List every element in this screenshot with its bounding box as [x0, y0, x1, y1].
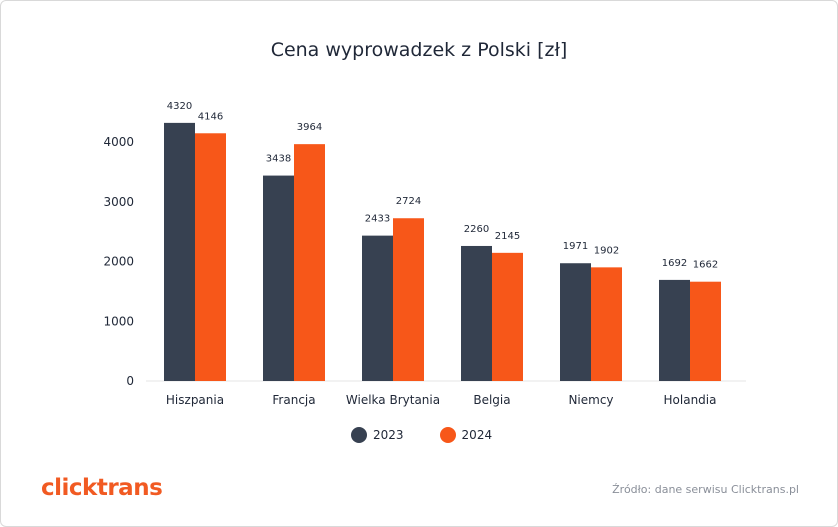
data-label-2023: 2260 [464, 224, 489, 235]
bar-2024 [294, 144, 325, 381]
x-tick-label: Wielka Brytania [346, 393, 440, 407]
source-note: Źródło: dane serwisu Clicktrans.pl [612, 483, 799, 496]
bar-2023 [560, 263, 591, 381]
x-tick-label: Niemcy [568, 393, 613, 407]
y-tick-label: 3000 [103, 195, 134, 209]
data-label-2024: 2145 [495, 231, 520, 242]
data-label-2024: 1662 [693, 260, 718, 271]
bar-2024 [195, 133, 226, 381]
bar-2024 [690, 281, 721, 381]
data-label-2023: 4320 [167, 101, 192, 112]
bar-2023 [461, 245, 492, 381]
data-label-2024: 1902 [594, 245, 619, 256]
bar-2024 [393, 218, 424, 381]
bar-2024 [591, 267, 622, 381]
data-label-2024: 3964 [297, 122, 322, 133]
x-tick-label: Belgia [473, 393, 510, 407]
legend-item-2023: 2023 [351, 427, 404, 443]
legend-label-2023: 2023 [373, 428, 404, 442]
bar-2024 [492, 252, 523, 381]
data-label-2023: 1971 [563, 241, 588, 252]
data-label-2023: 3438 [266, 154, 291, 165]
legend-item-2024: 2024 [439, 427, 493, 443]
legend: 2023 2024 [351, 427, 528, 443]
y-tick-label: 0 [126, 374, 134, 388]
y-tick-label: 4000 [103, 135, 134, 149]
x-tick-label: Hiszpania [166, 393, 224, 407]
bar-2023 [659, 279, 690, 381]
chart-title: Cena wyprowadzek z Polski [zł] [270, 39, 568, 61]
y-tick-label: 2000 [103, 255, 134, 269]
data-label-2024: 4146 [198, 111, 223, 122]
legend-label-2024: 2024 [461, 428, 493, 442]
bar-2023 [362, 235, 393, 381]
y-tick-label: 1000 [103, 314, 134, 328]
legend-swatch-2023 [351, 427, 367, 443]
bar-2023 [263, 175, 294, 381]
legend-swatch-2024 [439, 427, 456, 443]
data-label-2023: 1692 [662, 258, 687, 269]
x-tick-label: Francja [272, 393, 315, 407]
data-label-2024: 2724 [396, 196, 421, 207]
clicktrans-logo: clicktrans [41, 475, 163, 501]
data-label-2023: 2433 [365, 214, 390, 225]
bar-2023 [164, 122, 195, 381]
x-tick-label: Holandia [664, 393, 717, 407]
